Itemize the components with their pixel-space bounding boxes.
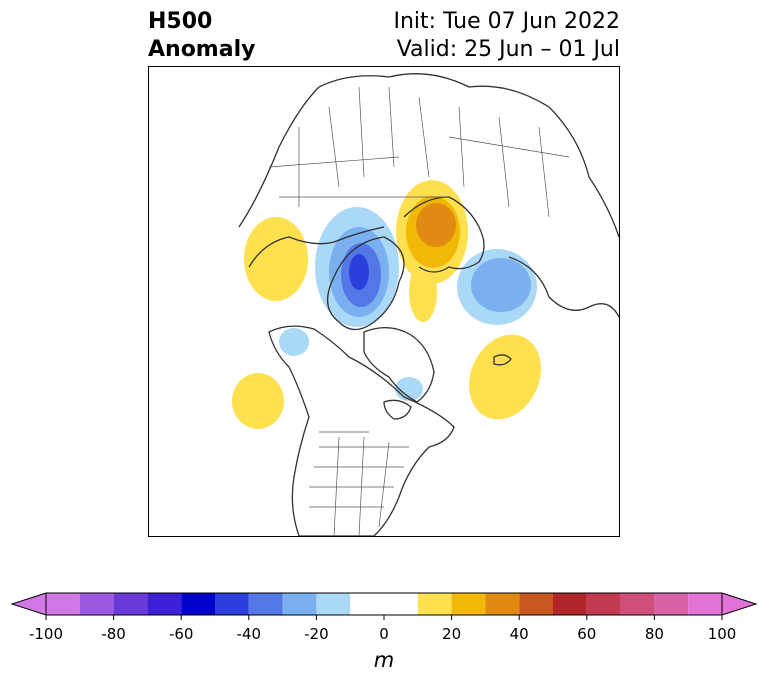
colorbar-bin xyxy=(147,593,182,615)
coastlines xyxy=(238,73,619,536)
colorbar-unit-label: m xyxy=(373,648,395,672)
country-borders xyxy=(268,86,570,536)
colorbar-tick-label: 40 xyxy=(509,625,529,643)
colorbar-strip xyxy=(10,592,758,620)
colorbar-bin xyxy=(181,593,215,615)
colorbar-tick-label: 20 xyxy=(442,625,462,643)
colorbar-tick-label: 60 xyxy=(577,625,597,643)
anomaly-negative-central-asia-core xyxy=(471,258,531,312)
colorbar-bin xyxy=(620,593,655,615)
colorbar-tick-label: -100 xyxy=(28,625,64,643)
anomaly-positive-north-atlantic xyxy=(469,334,541,420)
colorbar-bin xyxy=(654,593,689,615)
colorbar-tick-label: 0 xyxy=(379,625,389,643)
anomaly-positive-scandinavia-core xyxy=(416,203,456,247)
colorbar-bin xyxy=(417,593,452,615)
anomaly-negative-alaska xyxy=(279,328,309,356)
colorbar-extend-low xyxy=(10,592,47,616)
title-right: Init: Tue 07 Jun 2022 Valid: 25 Jun – 01… xyxy=(394,8,621,64)
colorbar-bin xyxy=(519,593,553,615)
colorbar-tick-label: -80 xyxy=(101,625,126,643)
colorbar-bin xyxy=(215,593,249,615)
colorbar-tick-label: 80 xyxy=(644,625,664,643)
colorbar xyxy=(0,585,768,684)
colorbar-bin xyxy=(46,593,80,615)
anomaly-map xyxy=(232,73,619,536)
colorbar-tick-label: 100 xyxy=(707,625,737,643)
colorbar-bin xyxy=(485,593,520,615)
colorbar-bin xyxy=(586,593,621,615)
anomaly-positive-east-asia xyxy=(244,217,308,301)
colorbar-bin xyxy=(451,593,486,615)
colorbar-bin xyxy=(553,593,587,615)
colorbar-bin xyxy=(316,593,351,615)
colorbar-extend-high xyxy=(721,592,758,616)
colorbar-bin xyxy=(248,593,283,615)
map-panel xyxy=(148,66,620,537)
colorbar-bin xyxy=(79,593,114,615)
init-date-label: Init: Tue 07 Jun 2022 xyxy=(393,9,621,34)
colorbar-tick-label: -40 xyxy=(236,625,262,643)
title-field: Anomaly xyxy=(148,37,256,62)
colorbar-bin xyxy=(688,593,722,615)
colorbar-tick-label: -60 xyxy=(168,625,194,643)
anomaly-shading xyxy=(232,180,541,429)
anomaly-positive-ne-pacific xyxy=(232,373,284,429)
colorbar-bin xyxy=(282,593,317,615)
colorbar-bin xyxy=(113,593,148,615)
title-variable: H500 xyxy=(148,9,213,34)
title-left: H500 Anomaly xyxy=(148,8,255,64)
colorbar-tick-label: -20 xyxy=(304,625,329,643)
valid-range-label: Valid: 25 Jun – 01 Jul xyxy=(396,37,620,62)
anomaly-negative-siberia-core xyxy=(349,254,369,290)
anomaly-positive-scandinavia-tail xyxy=(409,262,437,322)
colorbar-bin xyxy=(350,593,418,615)
